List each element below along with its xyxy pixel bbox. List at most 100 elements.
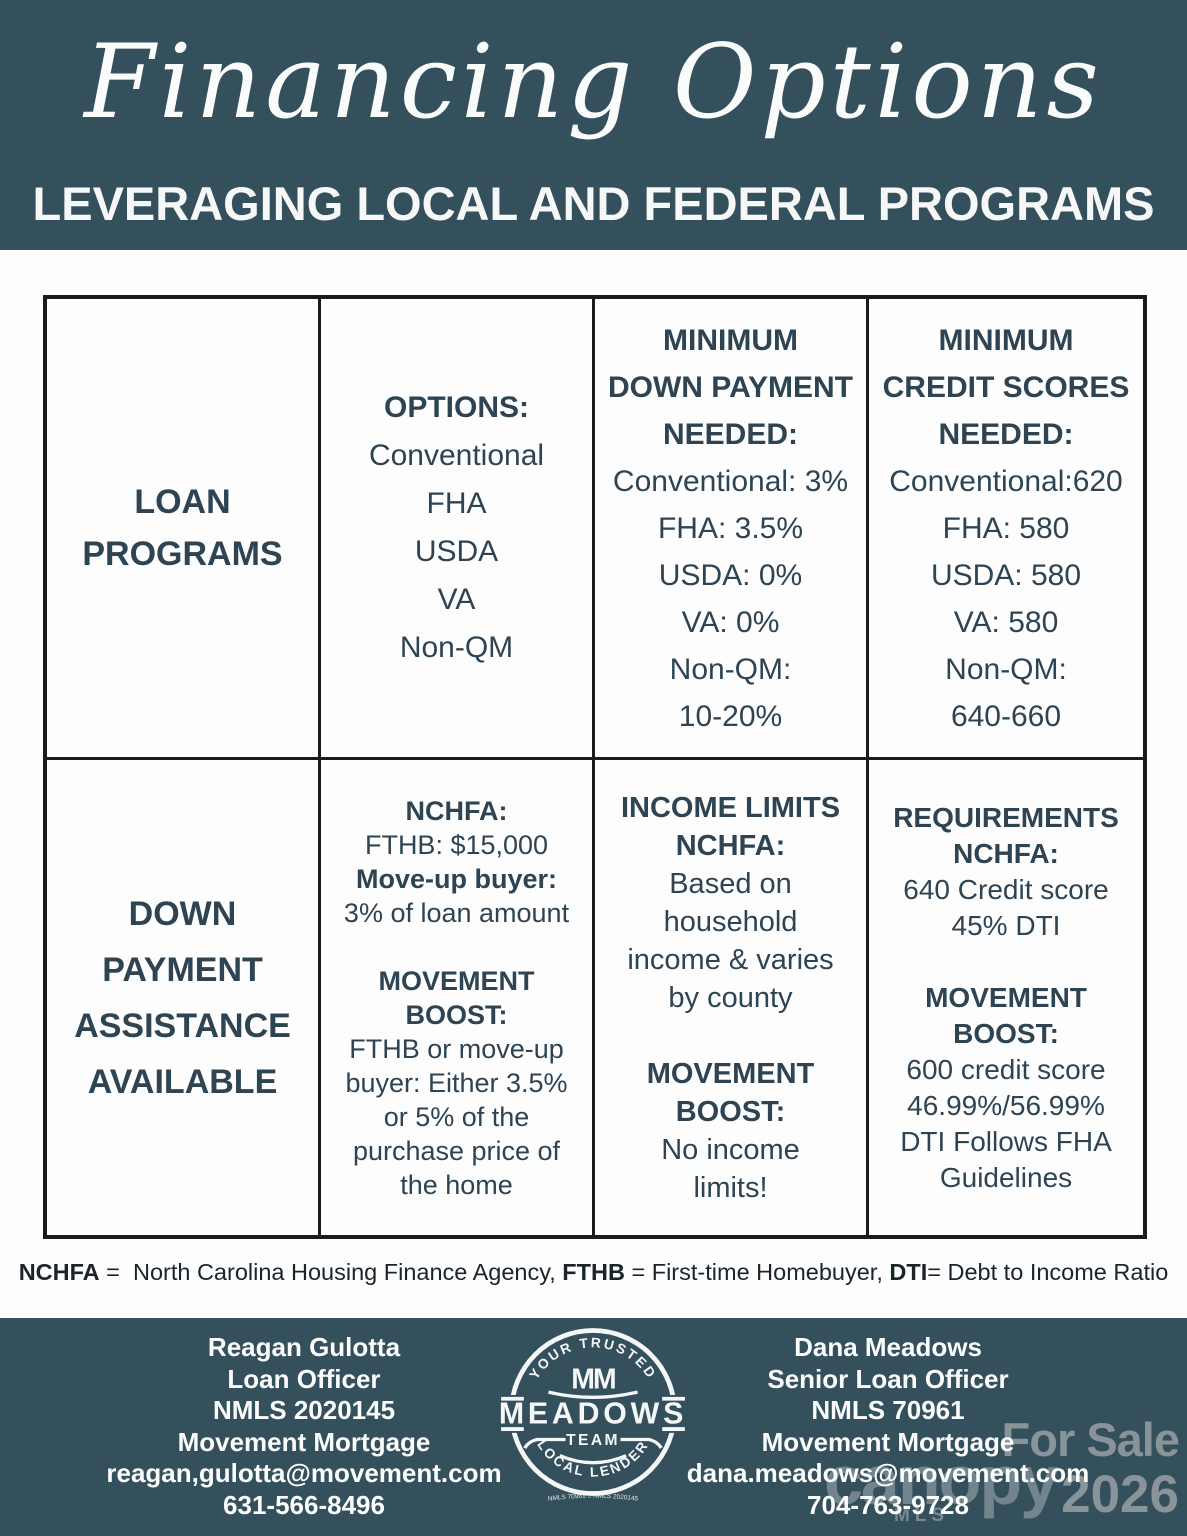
text-line: Conventional: 3%	[612, 464, 849, 498]
text-line: NEEDED:	[938, 417, 1074, 451]
text-line: 640-660	[950, 699, 1062, 733]
text-line: or 5% of the	[383, 1101, 530, 1132]
text-line: MOVEMENT	[646, 1057, 815, 1090]
text-line: 600 credit score	[906, 1053, 1106, 1085]
page-title: Financing Options	[84, 23, 1103, 142]
text-line: 704-763-9728	[807, 1489, 969, 1520]
text-line: buyer: Either 3.5%	[345, 1067, 568, 1098]
text-line: 3% of loan amount	[343, 897, 570, 928]
text-line: MOVEMENT	[378, 965, 535, 996]
watermark-year: 2026	[1061, 1465, 1179, 1524]
text-line: ASSISTANCE	[74, 1006, 291, 1045]
text-line: VA: 580	[953, 605, 1059, 639]
footnote-segment: FTHB	[562, 1259, 625, 1285]
text-line: USDA: 0%	[658, 558, 803, 592]
text-line: NCHFA:	[675, 829, 786, 862]
logo-inner-arc-bottom	[559, 1454, 627, 1465]
cell-requirements: REQUIREMENTS NCHFA: 640 Credit score 45% DT…	[869, 760, 1143, 1235]
text-line: 631-566-8496	[223, 1489, 385, 1520]
text-line	[327, 930, 586, 964]
text-line: limits!	[693, 1171, 768, 1204]
footnote-segment: = North Carolina Housing Finance Agency,	[99, 1259, 563, 1285]
cell-min-credit-scores: MINIMUM CREDIT SCORES NEEDED: Conventional:…	[869, 299, 1143, 760]
text-line: by county	[668, 981, 793, 1014]
contact-dana-meadows: Dana Meadows Senior Loan Officer NMLS 7096…	[672, 1332, 1104, 1521]
text-line: DTI Follows FHA	[900, 1125, 1112, 1157]
text-line: LOAN	[134, 483, 231, 521]
cell-options: OPTIONS: Conventional FHA USDA VA Non-QM	[321, 299, 595, 760]
text-line: VA: 0%	[681, 605, 780, 639]
text-line: dana.meadows@movement.com	[686, 1458, 1090, 1488]
text-line: Move-up buyer:	[355, 863, 557, 894]
text-line: reagan,gulotta@movement.com	[106, 1458, 502, 1488]
logo-monogram: MM	[571, 1363, 615, 1395]
text-line: Based on	[669, 867, 792, 900]
text-line: MINIMUM	[938, 323, 1074, 357]
text-line: Non-QM:	[945, 652, 1067, 686]
text-line: Movement Mortgage	[177, 1426, 431, 1457]
text-line: Conventional	[368, 439, 545, 472]
watermark-canopy-mls: canopy	[824, 1441, 1059, 1519]
watermark-mls-label: MLS	[894, 1505, 950, 1526]
text-line: FHA: 3.5%	[657, 511, 804, 545]
footnote-segment: = First-time Homebuyer,	[624, 1259, 890, 1285]
text-line: household	[663, 905, 798, 938]
text-line: income & varies	[627, 943, 834, 976]
cell-min-down-payment: MINIMUM DOWN PAYMENT NEEDED: Conventional: …	[595, 299, 869, 760]
watermark-for-sale: For Sale	[1001, 1413, 1180, 1466]
text-line: BOOST:	[675, 1095, 786, 1128]
text-line: Loan Officer	[227, 1363, 381, 1394]
page-subtitle: LEVERAGING LOCAL AND FEDERAL PROGRAMS	[32, 177, 1155, 230]
text-line: 640 Credit score	[903, 873, 1109, 905]
text-line: FHA	[426, 487, 487, 520]
cell-income-limits: INCOME LIMITS NCHFA: Based on household inco…	[595, 760, 869, 1235]
footnote-segment: NCHFA	[18, 1259, 100, 1285]
text-line: DOWN PAYMENT	[607, 370, 853, 404]
header-banner: Financing Options LEVERAGING LOCAL AND F…	[0, 0, 1187, 250]
financing-programs-table: LOAN PROGRAMS OPTIONS: Conventional FHA USDA…	[43, 295, 1147, 1239]
logo-wordmark: MEADOWS	[499, 1397, 687, 1430]
text-line: OPTIONS:	[383, 391, 529, 424]
text-line: Reagan Gulotta	[207, 1332, 401, 1362]
footer-banner: For Sale 2026 canopy MLS Reagan Gulotta L…	[0, 1318, 1187, 1536]
text-line: CREDIT SCORES	[882, 370, 1130, 404]
text-line: BOOST:	[405, 999, 508, 1030]
text-line: USDA: 580	[930, 558, 1082, 592]
cell-dpa-available: DOWN PAYMENT ASSISTANCE AVAILABLE	[47, 760, 321, 1235]
meadows-team-logo: YOUR TRUSTED MM MEADOWS TEAM LOCAL LENDE…	[493, 1328, 693, 1503]
logo-inner-arc-top	[548, 1390, 638, 1399]
text-line: FTHB: $15,000	[364, 829, 549, 860]
logo-team-rule-left	[523, 1437, 566, 1449]
text-line: purchase price of	[352, 1135, 561, 1166]
text-line: 45% DTI	[951, 909, 1061, 941]
text-line: PROGRAMS	[82, 535, 283, 573]
text-line: NMLS 2020145	[212, 1395, 396, 1425]
text-line: Conventional:620	[889, 464, 1123, 498]
cell-dpa-amounts: NCHFA: FTHB: $15,000 Move-up buyer: 3% of l…	[321, 760, 595, 1235]
text-line: 10-20%	[678, 699, 783, 733]
text-line: VA	[437, 583, 476, 616]
text-line: REQUIREMENTS	[893, 801, 1119, 833]
logo-team: TEAM	[566, 1432, 620, 1449]
text-line	[875, 944, 1137, 980]
text-line: AVAILABLE	[87, 1062, 278, 1101]
text-line: INCOME LIMITS	[620, 791, 841, 824]
text-line: Guidelines	[939, 1161, 1073, 1193]
text-line: NCHFA:	[953, 837, 1059, 869]
text-line: PAYMENT	[102, 950, 263, 989]
text-line: Non-QM	[399, 631, 514, 664]
text-line: USDA	[414, 535, 499, 568]
text-line	[601, 1017, 860, 1055]
text-line: BOOST:	[953, 1017, 1059, 1049]
text-line: DOWN	[128, 894, 237, 933]
logo-nmls-line: NMLS 70961 ⌂ NMLS 2020145	[548, 1493, 639, 1503]
footnote-segment: DTI	[889, 1259, 928, 1285]
abbreviation-key: NCHFA = North Carolina Housing Finance A…	[0, 1259, 1187, 1286]
logo-team-rule-right	[620, 1437, 663, 1449]
text-line: Movement Mortgage	[761, 1426, 1015, 1457]
contact-reagan-gulotta: Reagan Gulotta Loan Officer NMLS 2020145 Mo…	[88, 1332, 520, 1521]
cell-loan-programs: LOAN PROGRAMS	[47, 299, 321, 760]
text-line: FHA: 580	[942, 511, 1070, 545]
text-line: MOVEMENT	[925, 981, 1087, 1013]
